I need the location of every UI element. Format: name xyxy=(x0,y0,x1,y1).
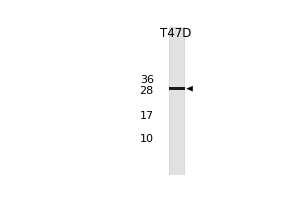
Text: 28: 28 xyxy=(140,86,154,96)
Polygon shape xyxy=(186,86,193,91)
Text: 17: 17 xyxy=(140,111,154,121)
Bar xyxy=(169,27,185,175)
Text: 36: 36 xyxy=(140,75,154,85)
Bar xyxy=(169,87,185,90)
Bar xyxy=(170,27,184,175)
Text: T47D: T47D xyxy=(160,27,191,40)
Text: 10: 10 xyxy=(140,134,154,144)
